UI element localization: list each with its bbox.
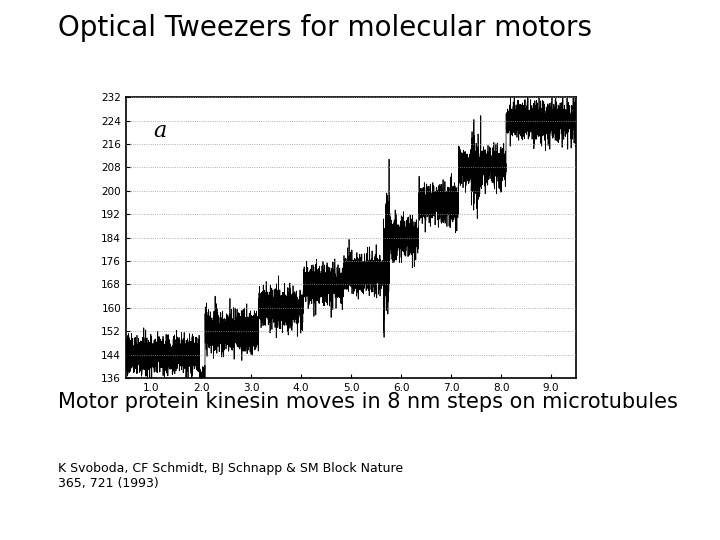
Text: a: a: [153, 120, 166, 141]
Text: Motor protein kinesin moves in 8 nm steps on microtubules: Motor protein kinesin moves in 8 nm step…: [58, 392, 678, 411]
Text: Optical Tweezers for molecular motors: Optical Tweezers for molecular motors: [58, 14, 592, 42]
Text: K Svoboda, CF Schmidt, BJ Schnapp & SM Block Nature
365, 721 (1993): K Svoboda, CF Schmidt, BJ Schnapp & SM B…: [58, 462, 402, 490]
